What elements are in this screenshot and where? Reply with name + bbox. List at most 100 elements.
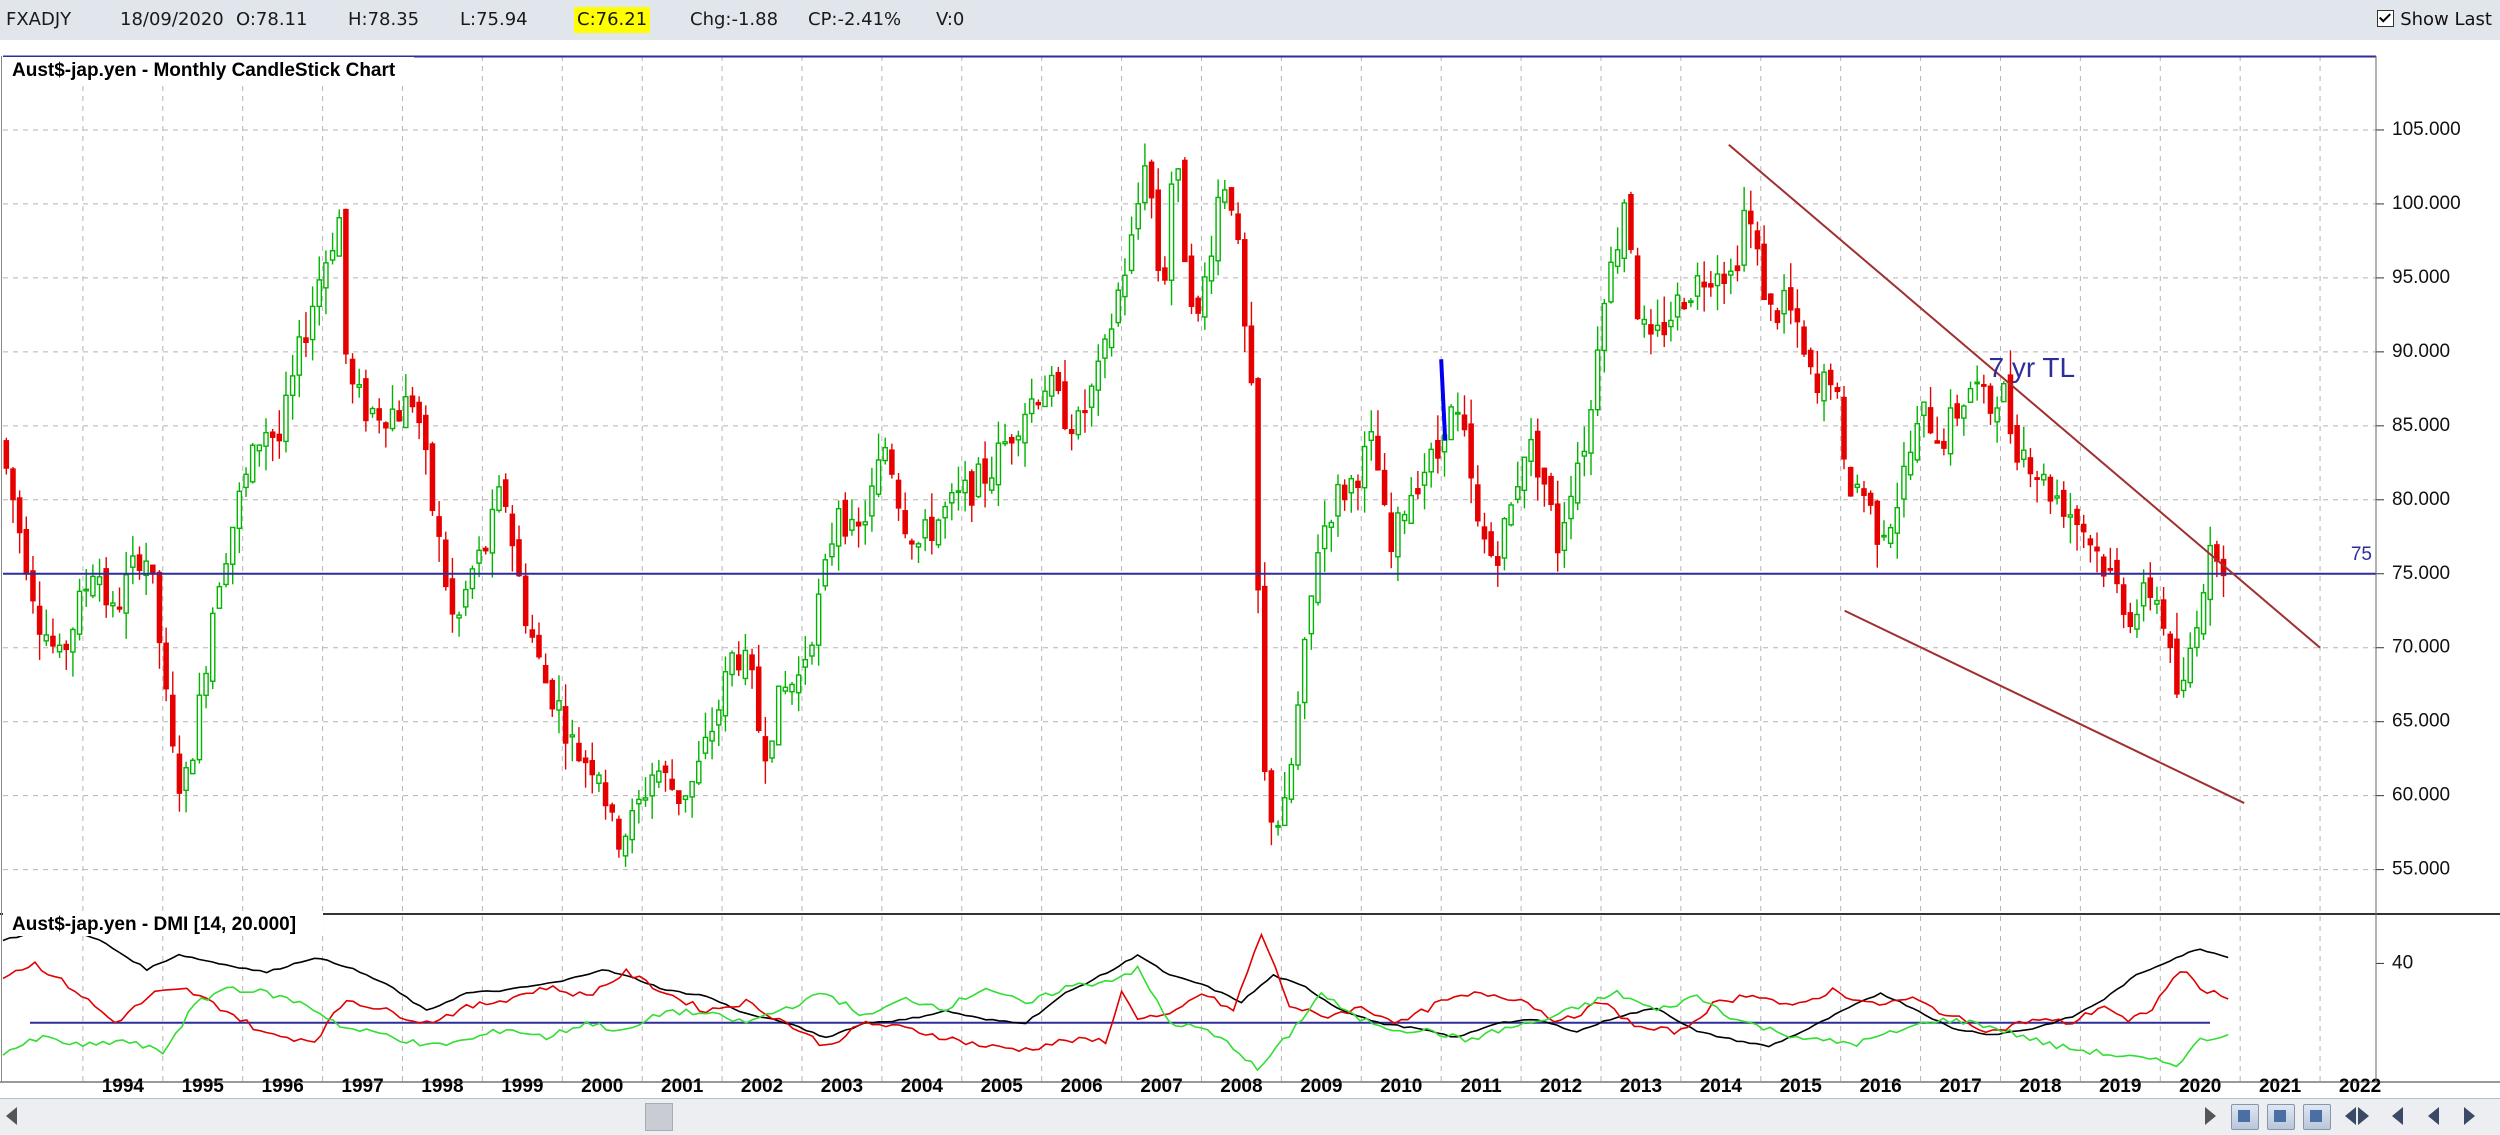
candle-body [1674,294,1681,318]
candle-body [2167,633,2174,649]
candle-body [1135,203,1141,230]
candle-body [329,250,336,261]
candle-body [1495,556,1501,566]
candle-body [2007,374,2014,435]
trendline-overlays: 75 7 yr TL [3,143,2376,804]
trendline [1844,609,2245,804]
candle-body [1834,387,1841,393]
candle-body [1881,534,1887,538]
candle-body [729,652,735,676]
y-tick-label: 85.000 [2392,415,2450,436]
candle-body [1708,283,1714,288]
candle-body [1847,466,1854,497]
candle-body [2034,477,2040,480]
main-chart-title: Aust$-jap.yen - Monthly CandleStick Char… [12,60,396,81]
candle-body [1841,396,1847,460]
jump-start-icon[interactable] [2392,1107,2403,1125]
candle-body [1168,183,1175,281]
candle-body [795,674,802,694]
candle-body [363,378,369,422]
step-forward-icon[interactable] [2464,1107,2475,1125]
trendline [1439,359,1448,441]
candle-body [1048,374,1055,397]
candle-body [975,463,982,498]
candle-body [862,521,869,526]
candle-body [2087,538,2094,546]
candle-body [709,730,715,742]
candle-body [90,575,96,597]
symbol-label: FXADJY [6,9,72,30]
x-tick-label: 2010 [1380,1076,1422,1097]
candle-body [676,790,682,805]
candle-body [43,634,50,642]
candle-body [1321,525,1328,550]
scroll-page-right-icon[interactable] [2358,1107,2369,1125]
candle-body [1408,494,1414,524]
candle-body [263,431,269,447]
scroll-page-left-icon[interactable] [2345,1107,2356,1125]
candle-body [1042,390,1048,408]
candle-body [229,526,236,565]
candle-body [882,446,888,462]
show-last-toggle[interactable]: Show Last [2377,0,2492,40]
candle-body [343,208,349,355]
candle-body [2100,556,2107,577]
candle-body [1301,638,1308,704]
candle-body [1095,360,1102,391]
x-tick-label: 1997 [341,1076,383,1097]
time-scrollbar[interactable] [0,1098,2500,1135]
candle-body [2160,599,2167,629]
candle-body [476,549,482,564]
scroll-right-arrow-icon[interactable] [2205,1107,2216,1125]
candle-body [30,570,36,602]
candle-body [1907,451,1914,476]
candle-body [1801,326,1807,355]
candle-body [1721,273,1727,285]
candle-body [682,795,689,801]
candle-body [1681,301,1687,310]
trendline-annotation: 7 yr TL [1988,352,2075,383]
candle-body [1581,450,1588,457]
candle-body [1235,213,1241,241]
candle-body [982,458,988,484]
candle-body [50,635,56,647]
candle-body [715,709,722,726]
scroll-thumb[interactable] [645,1103,673,1131]
candle-body [2134,613,2140,630]
candle-body [1688,300,1694,304]
step-back-icon[interactable] [2428,1107,2439,1125]
candle-body [962,479,968,494]
candle-body [1335,483,1341,517]
candle-body [356,384,362,388]
candle-body [1268,770,1275,823]
x-tick-label: 2022 [2339,1076,2381,1097]
candle-body [1475,484,1481,522]
candle-body [403,396,409,429]
zoom-reset-icon[interactable] [2303,1104,2331,1130]
candle-body [1741,209,1747,266]
candle-body [602,782,609,807]
candle-body [136,554,143,572]
candle-body [256,444,263,452]
candle-body [1961,405,1967,419]
show-last-checkbox[interactable] [2377,10,2395,27]
candle-body [1814,373,1821,394]
candle-body [2060,489,2067,517]
candle-body [1934,440,1940,444]
scroll-left-arrow-icon[interactable] [6,1107,17,1125]
chart-area[interactable]: 40 75 7 yr TL 1994 1995 1996 1997 1998 1999 200… [0,40,2500,1098]
x-tick-label: 1998 [421,1076,463,1097]
candle-body [1648,324,1654,335]
x-tick-label: 2008 [1220,1076,1262,1097]
zoom-out-icon[interactable] [2267,1104,2295,1130]
candle-body [1188,255,1195,307]
high-value: H:78.35 [348,9,420,30]
y-tick-label: 75.000 [2392,563,2450,584]
candle-body [849,518,855,531]
candle-body [1654,324,1661,331]
candle-body [1728,270,1734,276]
zoom-in-icon[interactable] [2231,1104,2259,1130]
candle-body [1228,187,1235,211]
candle-body [1761,243,1767,301]
candle-body [622,835,629,857]
